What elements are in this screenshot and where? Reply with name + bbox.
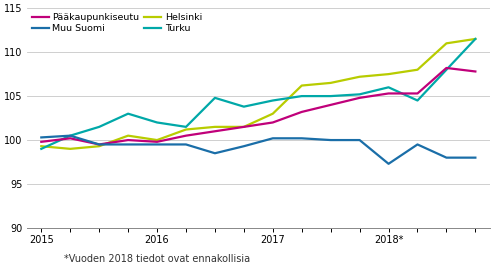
Turku (472, 37, 478, 41)
Muu Suomi (414, 143, 420, 146)
Pääkaupunkiseutu (241, 125, 247, 129)
Muu Suomi (96, 143, 102, 146)
Muu Suomi (328, 139, 333, 142)
Turku (270, 99, 276, 102)
Turku (39, 147, 44, 151)
Helsinki (154, 139, 160, 142)
Pääkaupunkiseutu (270, 121, 276, 124)
Turku (125, 112, 131, 115)
Turku (444, 68, 450, 71)
Pääkaupunkiseutu (299, 110, 305, 113)
Helsinki (386, 73, 392, 76)
Turku (241, 105, 247, 108)
Muu Suomi (154, 143, 160, 146)
Helsinki (96, 145, 102, 148)
Line: Helsinki: Helsinki (41, 39, 475, 149)
Turku (414, 99, 420, 102)
Turku (154, 121, 160, 124)
Pääkaupunkiseutu (212, 130, 218, 133)
Muu Suomi (212, 152, 218, 155)
Pääkaupunkiseutu (39, 140, 44, 143)
Muu Suomi (183, 143, 189, 146)
Pääkaupunkiseutu (386, 92, 392, 95)
Pääkaupunkiseutu (125, 139, 131, 142)
Line: Muu Suomi: Muu Suomi (41, 136, 475, 164)
Muu Suomi (125, 143, 131, 146)
Turku (328, 95, 333, 98)
Turku (96, 125, 102, 129)
Pääkaupunkiseutu (414, 92, 420, 95)
Turku (183, 125, 189, 129)
Helsinki (39, 145, 44, 148)
Helsinki (414, 68, 420, 71)
Helsinki (125, 134, 131, 137)
Helsinki (444, 42, 450, 45)
Turku (67, 134, 73, 137)
Pääkaupunkiseutu (357, 96, 363, 99)
Text: *Vuoden 2018 tiedot ovat ennakollisia: *Vuoden 2018 tiedot ovat ennakollisia (64, 254, 250, 264)
Helsinki (328, 81, 333, 85)
Helsinki (299, 84, 305, 87)
Helsinki (67, 147, 73, 151)
Pääkaupunkiseutu (472, 70, 478, 73)
Muu Suomi (241, 145, 247, 148)
Turku (386, 86, 392, 89)
Helsinki (270, 112, 276, 115)
Muu Suomi (299, 137, 305, 140)
Turku (299, 95, 305, 98)
Muu Suomi (444, 156, 450, 159)
Line: Turku: Turku (41, 39, 475, 149)
Muu Suomi (472, 156, 478, 159)
Pääkaupunkiseutu (328, 103, 333, 107)
Pääkaupunkiseutu (154, 140, 160, 143)
Helsinki (183, 128, 189, 131)
Muu Suomi (357, 139, 363, 142)
Turku (212, 96, 218, 99)
Line: Pääkaupunkiseutu: Pääkaupunkiseutu (41, 68, 475, 144)
Muu Suomi (270, 137, 276, 140)
Pääkaupunkiseutu (183, 134, 189, 137)
Pääkaupunkiseutu (444, 66, 450, 69)
Turku (357, 93, 363, 96)
Pääkaupunkiseutu (67, 137, 73, 140)
Helsinki (472, 37, 478, 41)
Legend: Pääkaupunkiseutu, Muu Suomi, Helsinki, Turku: Pääkaupunkiseutu, Muu Suomi, Helsinki, T… (32, 13, 202, 33)
Muu Suomi (386, 162, 392, 165)
Helsinki (357, 75, 363, 78)
Helsinki (241, 125, 247, 129)
Helsinki (212, 125, 218, 129)
Pääkaupunkiseutu (96, 143, 102, 146)
Muu Suomi (67, 134, 73, 137)
Muu Suomi (39, 136, 44, 139)
